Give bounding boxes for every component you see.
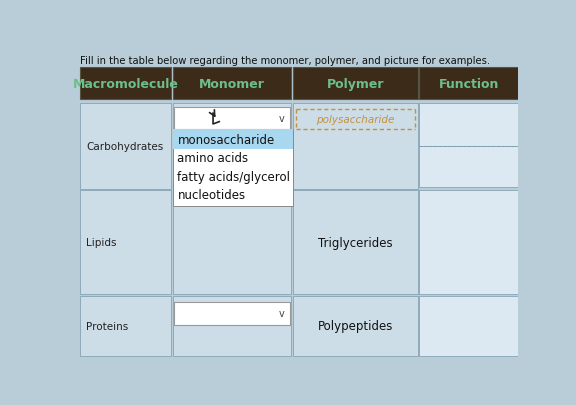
- Bar: [173, 68, 291, 100]
- Bar: [79, 68, 171, 100]
- Text: nucleotides: nucleotides: [177, 189, 245, 202]
- Text: v: v: [279, 309, 285, 319]
- Bar: [419, 191, 518, 294]
- Bar: [419, 146, 518, 188]
- Text: amino acids: amino acids: [177, 152, 248, 165]
- Bar: [175, 108, 290, 129]
- Text: monosaccharide: monosaccharide: [177, 134, 275, 147]
- Text: Polypeptides: Polypeptides: [317, 320, 393, 333]
- Text: Monomer: Monomer: [199, 77, 265, 90]
- Bar: [173, 296, 291, 356]
- Bar: [79, 296, 171, 356]
- Bar: [293, 296, 418, 356]
- Bar: [175, 302, 290, 325]
- Text: Function: Function: [438, 77, 499, 90]
- Bar: [79, 104, 171, 189]
- Text: Polymer: Polymer: [327, 77, 384, 90]
- Bar: [173, 104, 291, 189]
- Bar: [419, 104, 518, 146]
- Bar: [293, 68, 418, 100]
- Text: fatty acids/glycerol: fatty acids/glycerol: [177, 171, 290, 183]
- Text: Macromolecule: Macromolecule: [73, 77, 179, 90]
- Text: polysaccharide: polysaccharide: [316, 115, 395, 125]
- Bar: [173, 129, 293, 149]
- Text: Lipids: Lipids: [86, 238, 116, 247]
- Text: v: v: [279, 113, 285, 124]
- Text: Proteins: Proteins: [86, 321, 128, 331]
- Text: Triglycerides: Triglycerides: [318, 236, 393, 249]
- Bar: [293, 104, 418, 189]
- Bar: [173, 129, 293, 206]
- Bar: [293, 191, 418, 294]
- Bar: [419, 296, 518, 356]
- Text: Carbohydrates: Carbohydrates: [86, 141, 163, 151]
- Bar: [419, 68, 518, 100]
- Bar: [79, 191, 171, 294]
- Bar: [173, 191, 291, 294]
- Text: Fill in the table below regarding the monomer, polymer, and picture for examples: Fill in the table below regarding the mo…: [79, 56, 490, 66]
